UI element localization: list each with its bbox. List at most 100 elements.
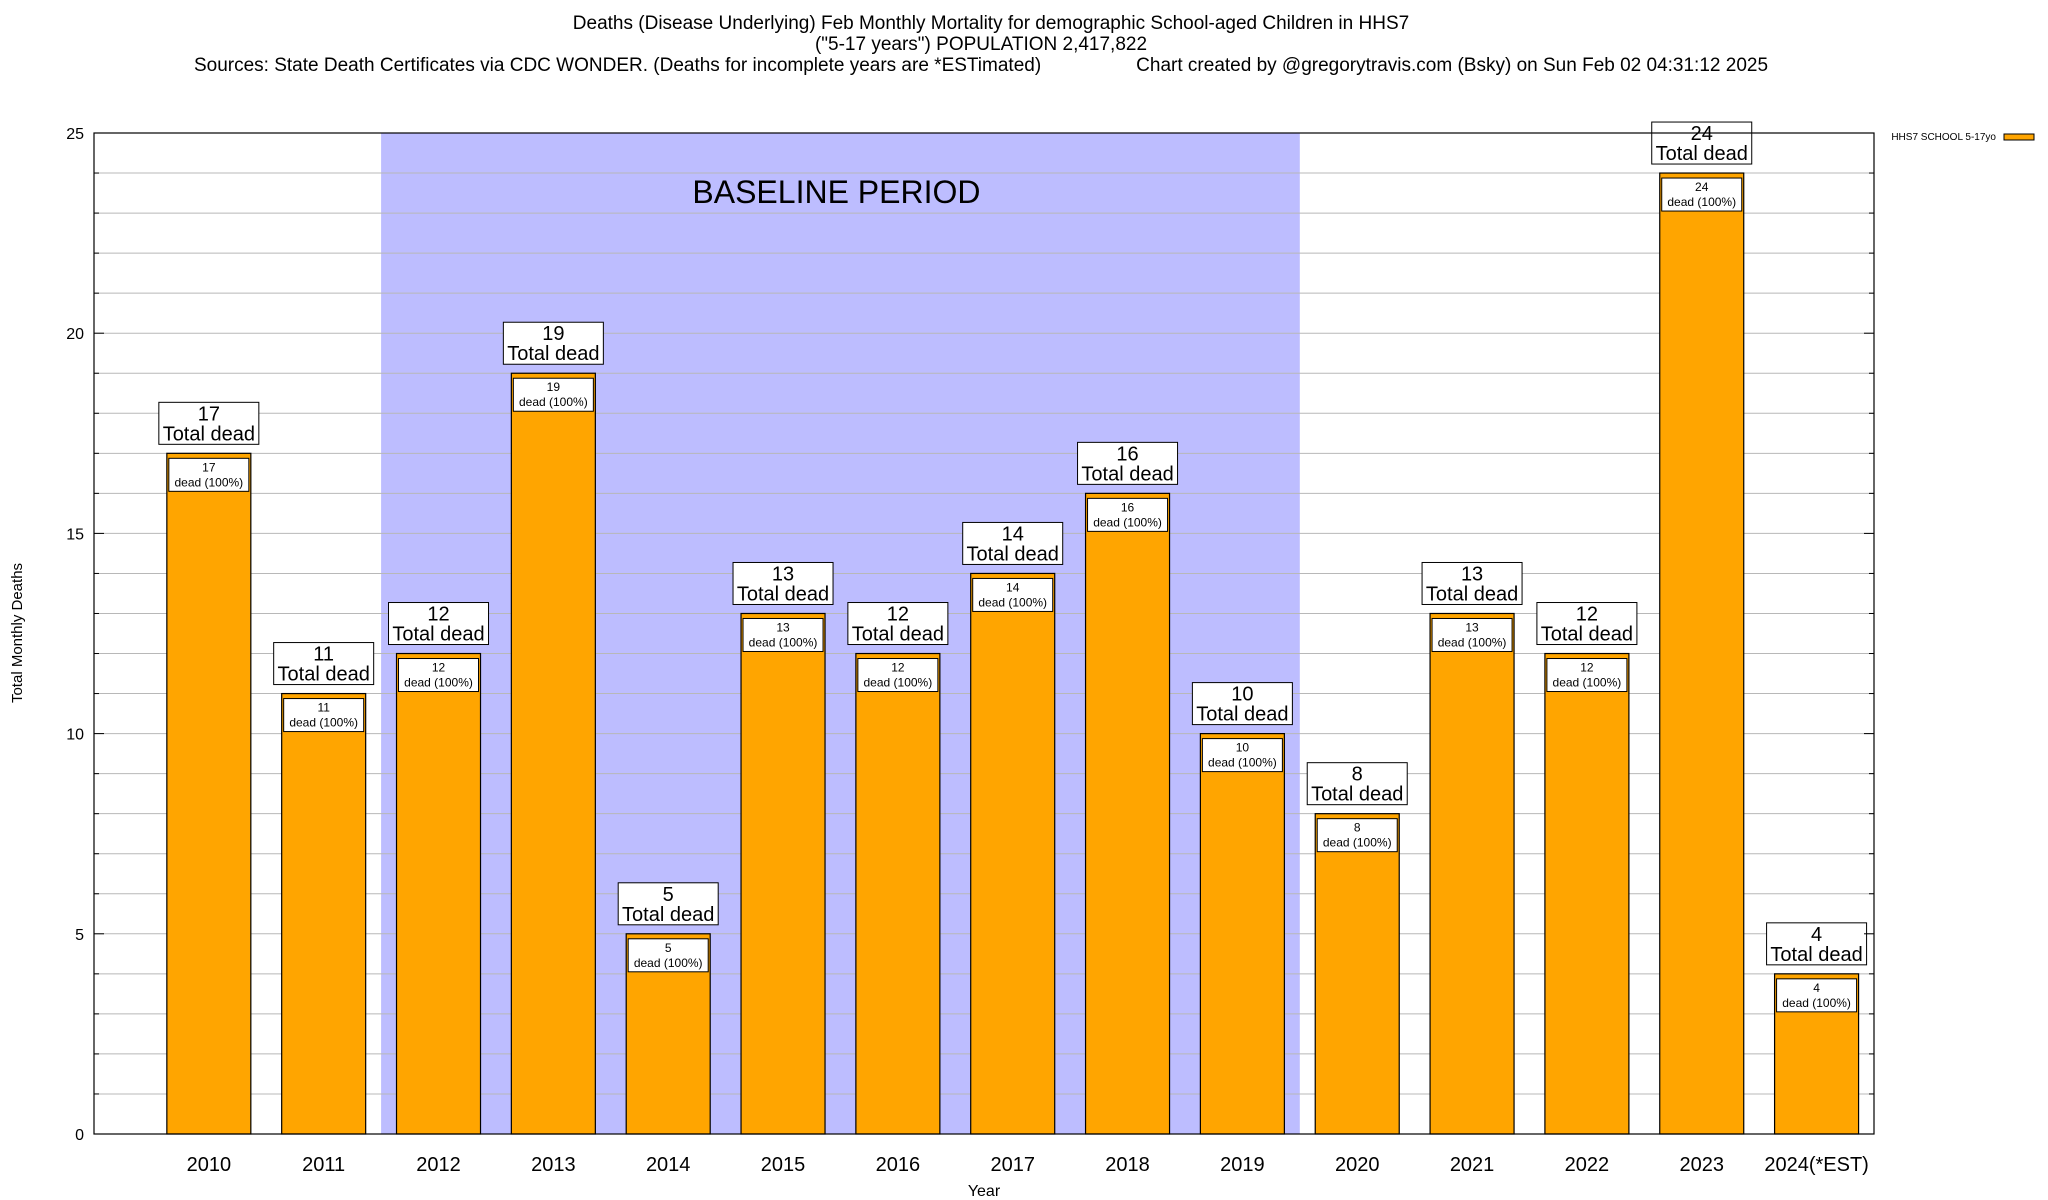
bar-total-label: Total dead <box>392 624 484 646</box>
bar-inner-value: 8 <box>1354 821 1361 835</box>
bar <box>1429 612 1515 1135</box>
bar-inner-label-box <box>972 577 1054 612</box>
bar-total-value: 13 <box>1461 563 1483 585</box>
bar-inner-label-box <box>1087 497 1169 532</box>
bar-total-value: 14 <box>1002 523 1024 545</box>
legend-swatch <box>2003 133 2035 141</box>
bar-inner-label: dead (100%) <box>1093 515 1162 529</box>
x-tick-label: 2013 <box>531 1154 576 1176</box>
bar-inner-label-box <box>627 938 709 973</box>
bar-inner-label: dead (100%) <box>174 475 243 489</box>
bar-total-value: 4 <box>1811 924 1822 946</box>
bar-total-value: 12 <box>427 604 449 626</box>
bar-total-label-box <box>388 602 490 646</box>
bar-total-label-box <box>158 401 260 445</box>
chart-title-line-3: Sources: State Death Certificates via CD… <box>194 55 1768 76</box>
bar-total-value: 11 <box>313 644 334 666</box>
axes: 0 5 10 15 20 25 2010 2011 2012 2013 2014 2015 2016 20… <box>66 126 1874 1176</box>
chart-title-line-2: ("5-17 years") POPULATION 2,417,822 <box>815 34 1147 55</box>
bar-inner-label-box <box>1546 658 1628 693</box>
y-tick-label: 10 <box>66 727 84 744</box>
y-tick-label: 15 <box>66 526 84 543</box>
bar-total-label-box <box>1306 762 1408 806</box>
y-tick-label: 0 <box>75 1127 84 1144</box>
bar-total-value: 10 <box>1231 684 1253 706</box>
bar-total-label-box <box>847 602 949 646</box>
bar <box>970 572 1056 1135</box>
bar-total-value: 24 <box>1691 123 1713 145</box>
bar-total-label: Total dead <box>163 423 255 445</box>
bar <box>395 652 482 1135</box>
bar-inner-label: dead (100%) <box>1323 836 1392 850</box>
bar-inner-value: 12 <box>1580 661 1594 675</box>
bar-total-label: Total dead <box>1426 583 1518 605</box>
bar-inner-label: dead (100%) <box>519 395 588 409</box>
x-tick-label: 2011 <box>302 1154 345 1176</box>
bar-total-label-box <box>1536 602 1638 646</box>
bar-inner-value: 12 <box>432 661 446 675</box>
bar <box>1659 172 1745 1135</box>
x-tick-label: 2020 <box>1335 1154 1380 1176</box>
bar-inner-label: dead (100%) <box>978 595 1047 609</box>
bar-inner-label-box <box>283 698 365 733</box>
bar-inner-label-box <box>168 457 250 492</box>
bar-total-label-box <box>962 521 1064 565</box>
bar <box>1084 492 1171 1135</box>
x-tick-label: 2014 <box>646 1154 691 1176</box>
bar <box>1199 732 1285 1135</box>
bar-total-label-box <box>1191 682 1293 726</box>
bar <box>1544 652 1630 1135</box>
bar-total-label: Total dead <box>737 583 829 605</box>
x-axis-label: Year <box>968 1183 1001 1200</box>
bar-total-label: Total dead <box>852 624 944 646</box>
x-tick-label: 2015 <box>761 1154 806 1176</box>
bar <box>740 612 826 1135</box>
bar-inner-value: 19 <box>547 380 561 394</box>
y-tick-label: 5 <box>75 927 84 944</box>
x-tick-label: 2021 <box>1450 1154 1495 1176</box>
bar-total-value: 13 <box>772 563 794 585</box>
bar-inner-value: 4 <box>1813 981 1820 995</box>
bar-total-label-box <box>1077 441 1179 485</box>
x-tick-label: 2023 <box>1679 1154 1724 1176</box>
bar-total-value: 12 <box>887 604 909 626</box>
legend-label: HHS7 SCHOOL 5-17yo <box>1891 132 1996 143</box>
bar-total-label-box <box>732 561 834 605</box>
bar-inner-value: 12 <box>891 661 905 675</box>
y-axis-label: Total Monthly Deaths <box>9 563 26 703</box>
bar-inner-label: dead (100%) <box>1667 195 1736 209</box>
x-tick-label: 2016 <box>876 1154 921 1176</box>
bar-inner-label: dead (100%) <box>1553 676 1622 690</box>
bar-inner-label-box <box>1201 738 1283 773</box>
bar-inner-value: 5 <box>665 941 672 955</box>
bar-inner-label: dead (100%) <box>1782 996 1851 1010</box>
bar-inner-label: dead (100%) <box>634 956 703 970</box>
bar-total-label: Total dead <box>1770 944 1862 966</box>
bar-inner-value: 10 <box>1236 741 1250 755</box>
bar-inner-label-box <box>742 617 824 652</box>
bar-inner-value: 24 <box>1695 180 1709 194</box>
bar-inner-value: 17 <box>202 460 216 474</box>
bar-total-label: Total dead <box>1541 624 1633 646</box>
x-tick-label: 2017 <box>990 1154 1035 1176</box>
bar-inner-label: dead (100%) <box>1208 756 1277 770</box>
legend: HHS7 SCHOOL 5-17yo <box>1891 132 2035 143</box>
plot-frame <box>93 132 1875 1135</box>
x-tick-label: 2019 <box>1220 1154 1265 1176</box>
bar-total-label-box <box>1766 922 1868 966</box>
bar-total-value: 8 <box>1352 764 1363 786</box>
chart-title-line-1: Deaths (Disease Underlying) Feb Monthly … <box>573 13 1409 34</box>
bar-inner-label-box <box>857 658 939 693</box>
bar-total-label: Total dead <box>507 343 599 365</box>
bar-total-value: 16 <box>1116 443 1138 465</box>
bar-inner-label-box <box>1776 978 1858 1013</box>
x-tick-label: 2018 <box>1105 1154 1150 1176</box>
bar-total-label: Total dead <box>1081 463 1173 485</box>
bar <box>1314 813 1400 1135</box>
y-tick-label: 20 <box>66 326 84 343</box>
x-tick-label: 2022 <box>1565 1154 1610 1176</box>
y-tick-label: 25 <box>66 126 84 143</box>
bar-total-label: Total dead <box>1656 143 1748 165</box>
bar-inner-value: 13 <box>776 620 790 634</box>
bar <box>855 652 941 1135</box>
